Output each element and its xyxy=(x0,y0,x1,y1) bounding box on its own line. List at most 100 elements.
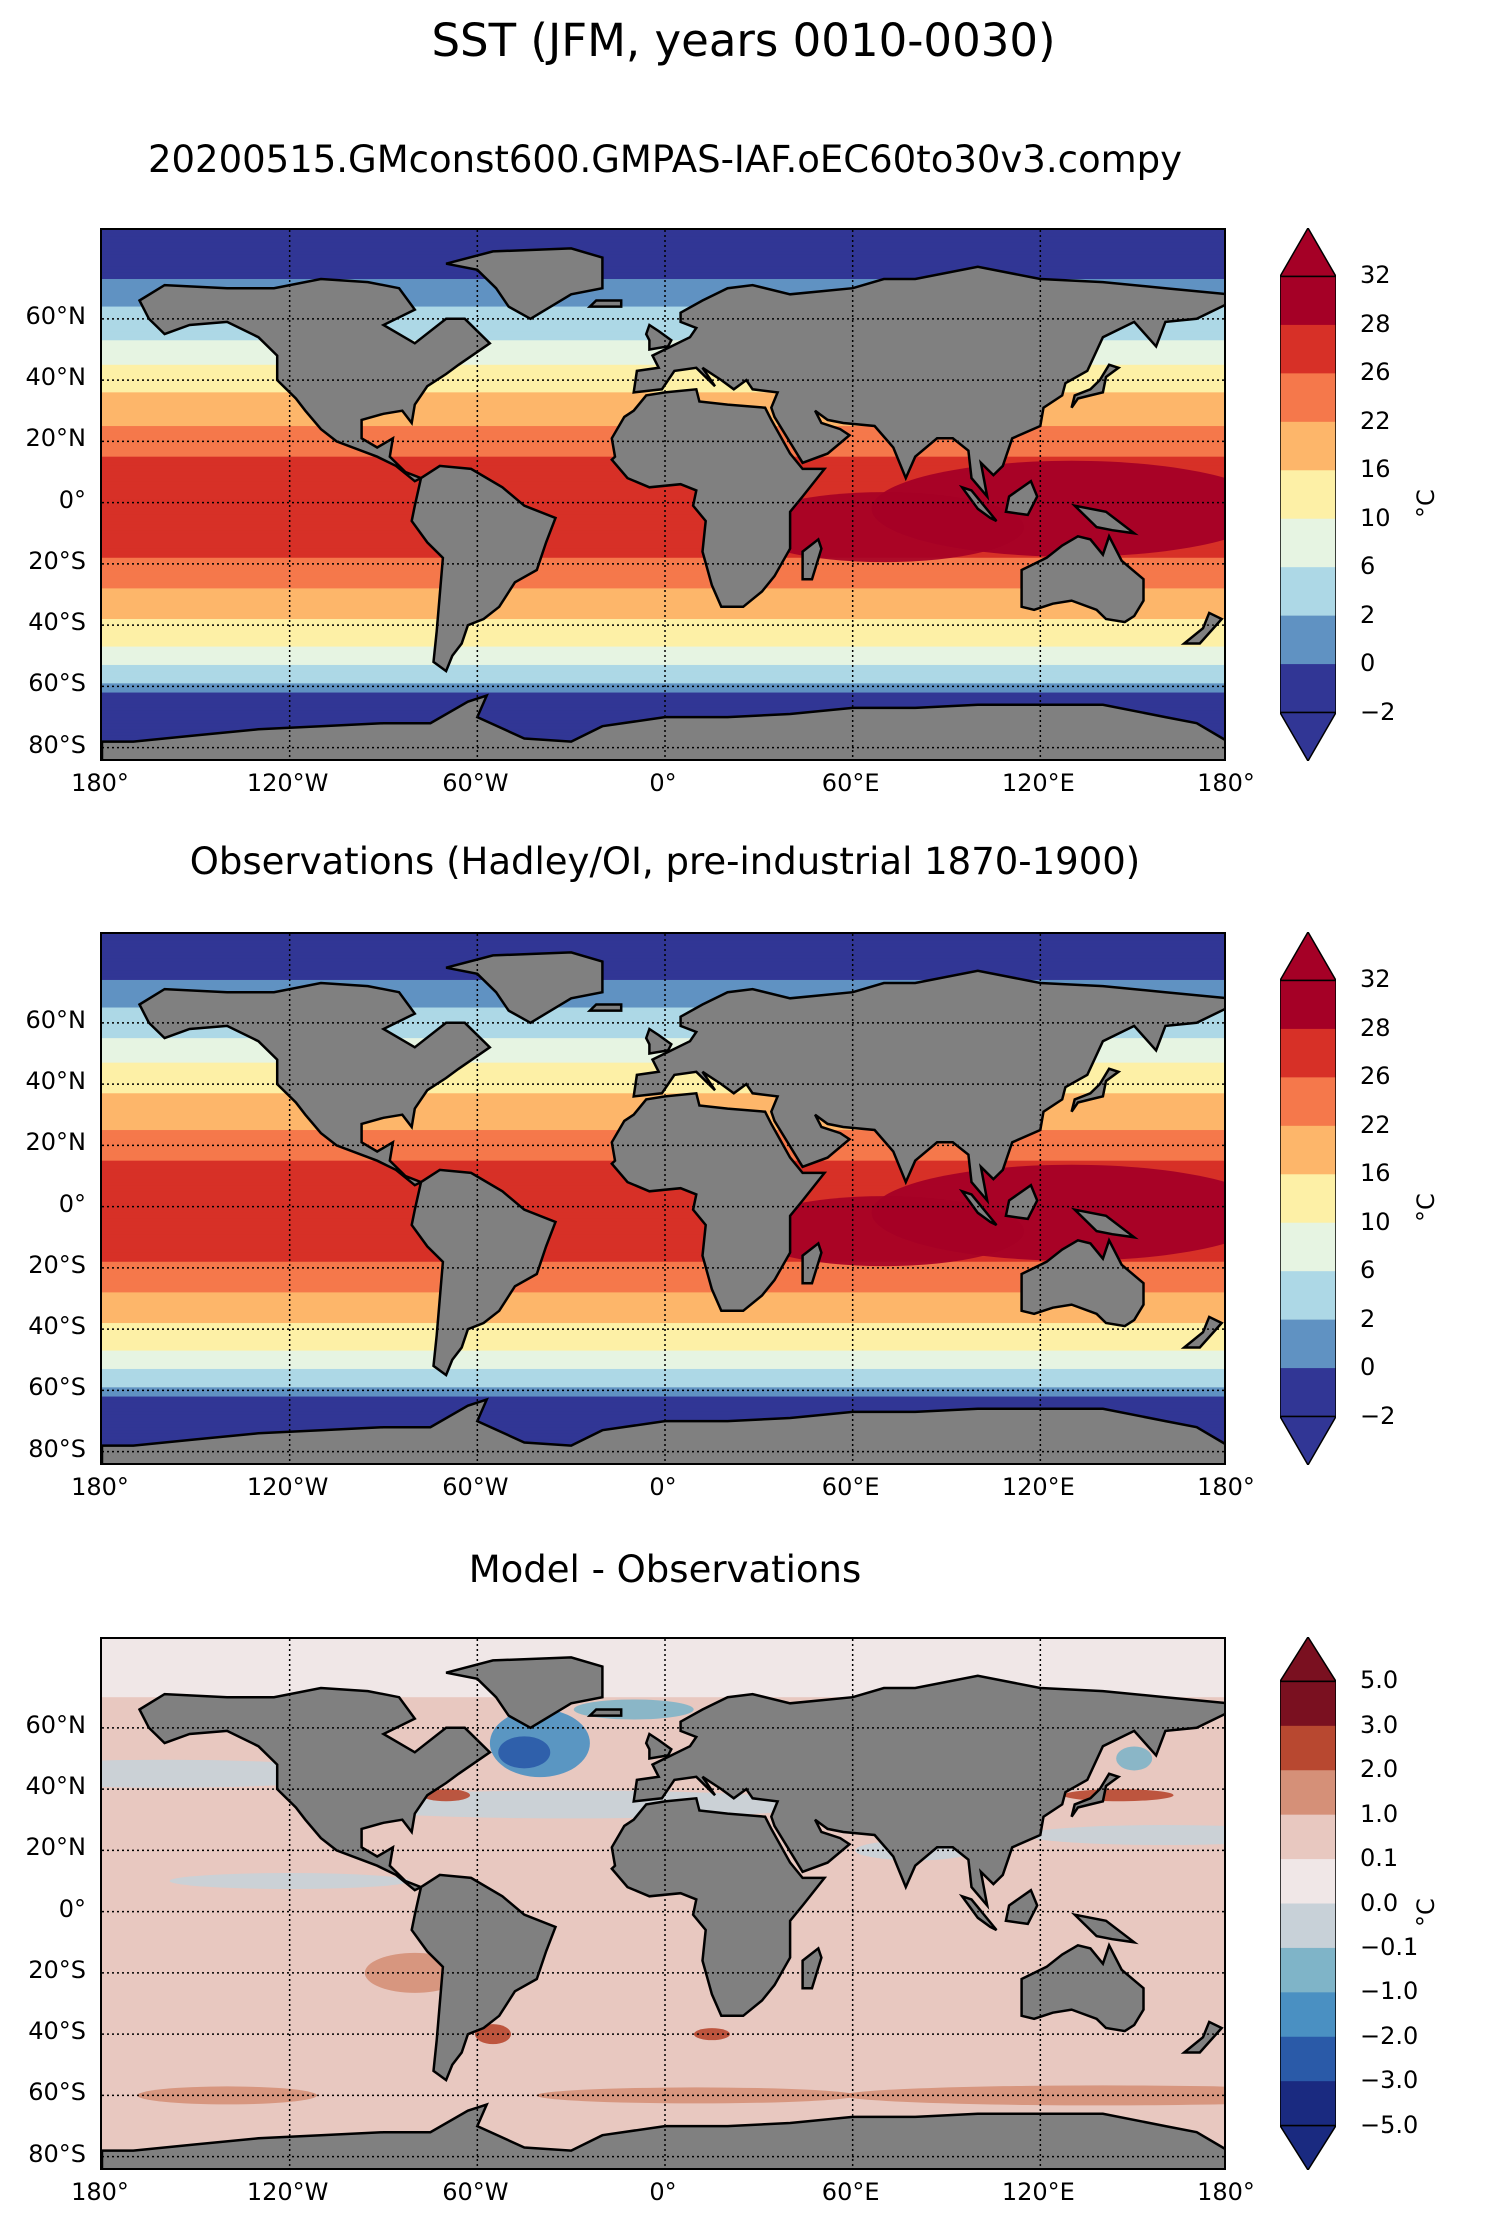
colorbar-segment xyxy=(1280,1222,1336,1272)
sst-band xyxy=(102,1387,1224,1392)
sst-band xyxy=(102,582,1224,586)
sst-band xyxy=(102,560,1224,565)
sst-band xyxy=(102,573,1224,577)
sst-band xyxy=(102,967,1224,972)
colorbar-extend-max xyxy=(1278,226,1338,278)
lat-tick-label: 80°S xyxy=(28,1434,86,1463)
sst-band xyxy=(102,661,1224,666)
sst-band xyxy=(102,946,1224,950)
lat-tick-label: 20°N xyxy=(25,424,87,453)
sst-band xyxy=(102,1264,1224,1269)
lat-tick-label: 20°N xyxy=(25,1128,87,1157)
sst-band xyxy=(102,952,1224,957)
colorbar-segment xyxy=(1280,1992,1336,2038)
sst-band xyxy=(102,631,1224,635)
sst-band xyxy=(102,275,1224,280)
sst-band xyxy=(102,230,1224,234)
sst-band xyxy=(102,713,1224,718)
sst-band xyxy=(102,1365,1224,1370)
sst-band xyxy=(102,554,1224,559)
sst-band xyxy=(102,576,1224,580)
sst-band xyxy=(102,312,1224,317)
sst-band xyxy=(102,680,1224,684)
sst-band xyxy=(102,493,1224,498)
lat-tick-label: 60°N xyxy=(25,301,87,330)
sst-band xyxy=(102,668,1224,672)
sst-band xyxy=(102,1212,1224,1217)
sst-band xyxy=(102,257,1224,262)
sst-band xyxy=(102,1381,1224,1385)
lon-tick-label: 180° xyxy=(1197,2178,1255,2206)
panel3-colorbar xyxy=(1278,1635,1338,2172)
iceland-land xyxy=(586,1708,623,1717)
sst-band xyxy=(102,490,1224,495)
sst-band xyxy=(102,1405,1224,1410)
lat-tick-label: 60°N xyxy=(25,1005,87,1034)
sst-band xyxy=(102,233,1224,237)
australia-land xyxy=(1020,1942,1145,2033)
colorbar-segment xyxy=(1280,567,1336,617)
sst-band xyxy=(102,1329,1224,1333)
greenland-land xyxy=(445,247,604,321)
lon-tick-label: 120°W xyxy=(246,769,329,797)
lat-tick-label: 40°S xyxy=(28,608,86,637)
sst-band xyxy=(102,1234,1224,1238)
japan-land xyxy=(1070,1067,1122,1113)
lon-tick-label: 120°W xyxy=(246,1473,329,1501)
sst-band xyxy=(102,671,1224,675)
sst-band xyxy=(102,1310,1224,1315)
colorbar-tick-label: 28 xyxy=(1360,309,1391,338)
sst-band xyxy=(102,294,1224,298)
sst-band xyxy=(102,1258,1224,1263)
lat-tick-label: 40°N xyxy=(25,1772,87,1801)
colorbar-segment xyxy=(1280,1319,1336,1369)
sst-band xyxy=(102,579,1224,583)
eurasia-land xyxy=(632,969,1224,1205)
sst-band xyxy=(102,321,1224,326)
lon-tick-label: 120°E xyxy=(1001,1473,1075,1501)
sst-band xyxy=(102,272,1224,277)
sst-band xyxy=(102,1341,1224,1346)
colorbar-tick-label: −0.1 xyxy=(1360,1932,1419,1961)
colorbar-tick-label: 3.0 xyxy=(1360,1710,1399,1739)
sst-band xyxy=(102,1417,1224,1422)
sst-band xyxy=(102,1414,1224,1419)
colorbar-segment xyxy=(1280,1903,1336,1949)
colorbar-extend-max xyxy=(1278,930,1338,982)
sst-band xyxy=(102,1323,1224,1327)
sst-band xyxy=(102,542,1224,547)
sst-band xyxy=(102,1028,1224,1033)
sst-band xyxy=(102,1197,1224,1202)
sst-band xyxy=(102,1243,1224,1248)
colorbar-units: °C xyxy=(1412,1193,1440,1222)
borneo-land xyxy=(1004,479,1039,517)
sst-band xyxy=(102,674,1224,678)
sst-band xyxy=(102,612,1224,617)
anomaly-region xyxy=(1063,1789,1174,1802)
sst-band xyxy=(102,1252,1224,1257)
sst-band xyxy=(102,1218,1224,1223)
anomaly-region xyxy=(498,1736,551,1769)
madagascar-land xyxy=(801,1946,823,1990)
sst-band xyxy=(102,1344,1224,1349)
sst-band xyxy=(102,609,1224,614)
new-guinea-land xyxy=(1070,503,1139,536)
colorbar-segment xyxy=(1280,1271,1336,1321)
sst-band xyxy=(102,1237,1224,1241)
colorbar-segment xyxy=(1280,1125,1336,1175)
new-zealand-land xyxy=(1180,611,1224,645)
sst-band xyxy=(102,1261,1224,1266)
sst-band xyxy=(102,940,1224,944)
sst-band xyxy=(102,976,1224,981)
sst-band xyxy=(102,1013,1224,1018)
sst-band xyxy=(102,943,1224,947)
colorbar-tick-label: 6 xyxy=(1360,552,1376,581)
lon-tick-label: 0° xyxy=(649,2178,677,2206)
eurasia-land xyxy=(632,265,1224,501)
sst-band xyxy=(102,1353,1224,1358)
lon-tick-label: 60°W xyxy=(442,769,509,797)
sst-band xyxy=(102,1221,1224,1226)
britain-land xyxy=(644,323,673,351)
new-guinea-land xyxy=(1070,1207,1139,1240)
colorbar-segment xyxy=(1280,276,1336,326)
